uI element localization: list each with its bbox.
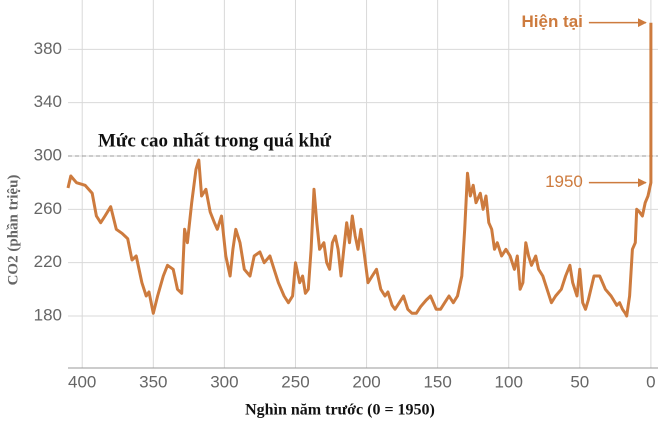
reference-label: Mức cao nhất trong quá khứ <box>98 130 332 151</box>
x-tick-label: 100 <box>495 372 523 391</box>
x-tick-label: 0 <box>646 372 655 391</box>
x-tick-label: 50 <box>570 372 589 391</box>
x-tick-label: 300 <box>210 372 238 391</box>
y-tick-label: 180 <box>34 305 62 324</box>
x-tick-label: 200 <box>352 372 380 391</box>
y-tick-label: 260 <box>34 199 62 218</box>
y-axis-title: CO2 (phần triệu) <box>5 175 21 286</box>
y-tick-label: 340 <box>34 92 62 111</box>
annotation-label: 1950 <box>545 172 583 191</box>
x-axis-title: Nghìn năm trước (0 = 1950) <box>245 402 435 419</box>
data-line <box>66 22 653 318</box>
x-tick-label: 150 <box>423 372 451 391</box>
x-tick-label: 400 <box>68 372 96 391</box>
x-tick-label: 250 <box>281 372 309 391</box>
x-tick-label: 350 <box>139 372 167 391</box>
y-tick-label: 300 <box>34 145 62 164</box>
annotation-label: Hiện tại <box>521 12 582 31</box>
y-tick-label: 380 <box>34 39 62 58</box>
y-tick-label: 220 <box>34 252 62 271</box>
